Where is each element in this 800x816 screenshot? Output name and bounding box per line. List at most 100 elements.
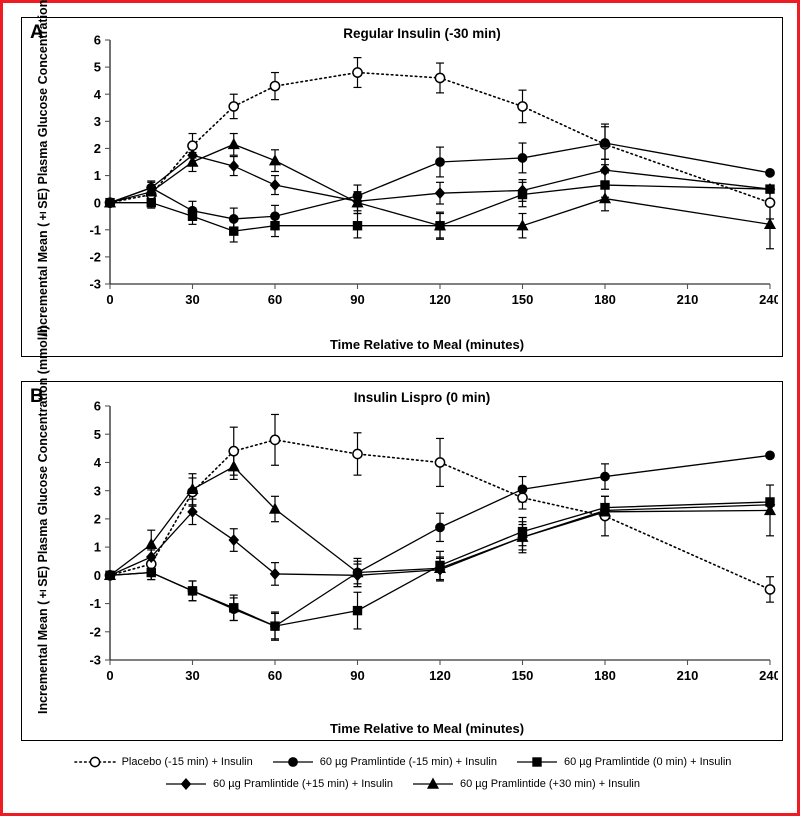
data-point [145, 185, 158, 197]
data-point [765, 450, 775, 461]
data-point [227, 137, 240, 150]
x-tick-label: 180 [594, 668, 616, 683]
legend-item[interactable]: 60 µg Pramlintide (+15 min) + Insulin [164, 777, 393, 791]
panel-a-y-axis-label: Incremental Mean (±SE) Plasma Glucose Co… [36, 0, 50, 336]
data-point [517, 492, 528, 504]
data-point [228, 534, 240, 547]
y-tick-label: 3 [94, 483, 101, 498]
x-tick-label: 120 [429, 668, 451, 683]
panel-b-title: Insulin Lispro (0 min) [353, 390, 491, 405]
x-tick-label: 240 [759, 292, 778, 307]
legend-item[interactable]: 60 µg Pramlintide (+30 min) + Insulin [411, 777, 640, 791]
series-line-2 [109, 501, 771, 627]
data-point [433, 219, 447, 231]
data-point [268, 502, 282, 514]
legend-item-label: 60 µg Pramlintide (-15 min) + Insulin [319, 756, 497, 768]
data-point [269, 434, 281, 446]
data-point [145, 551, 157, 563]
legend-item[interactable]: 60 µg Pramlintide (0 min) + Insulin [515, 755, 731, 769]
data-point [435, 157, 445, 167]
series-markers-4 [103, 137, 777, 231]
y-tick-label: 0 [94, 195, 101, 210]
series-errorbars-4 [147, 453, 774, 585]
series-line-1 [109, 142, 771, 220]
series-line-3 [109, 154, 771, 204]
data-point [434, 72, 446, 84]
data-point [269, 567, 281, 580]
x-tick-label: 150 [512, 292, 534, 307]
legend-item[interactable]: Placebo (-15 min) + Insulin [73, 755, 253, 769]
data-point [764, 197, 776, 209]
panel-b: B Insulin Lispro (0 min) Incremental Mea… [21, 326, 783, 741]
panel-b-letter: B [30, 386, 44, 407]
y-tick-label: -3 [89, 653, 101, 668]
legend-marker [426, 777, 440, 789]
y-tick-label: 3 [94, 114, 101, 129]
legend-item-label: 60 µg Pramlintide (+15 min) + Insulin [213, 778, 393, 790]
data-point [517, 184, 528, 197]
legend-item[interactable]: 60 µg Pramlintide (-15 min) + Insulin [271, 755, 497, 769]
data-point [187, 211, 198, 221]
x-tick-label: 30 [185, 668, 199, 683]
data-point [229, 603, 239, 613]
y-tick-label: 2 [94, 511, 101, 526]
data-point [227, 460, 240, 472]
y-tick-label: 5 [94, 427, 101, 442]
data-point [517, 484, 528, 495]
y-tick-label: 6 [94, 399, 101, 414]
legend-item-label: Placebo (-15 min) + Insulin [121, 756, 253, 768]
data-point [228, 214, 239, 224]
x-tick-label: 210 [677, 668, 699, 683]
y-tick-label: 4 [94, 455, 102, 470]
data-point [763, 503, 777, 516]
data-point [146, 567, 156, 578]
x-tick-label: 180 [594, 292, 616, 307]
data-point [229, 226, 239, 236]
legend-swatch-filled-square [516, 757, 557, 767]
data-point [434, 187, 446, 200]
series-line-0 [109, 71, 771, 204]
x-tick-label: 90 [350, 668, 364, 683]
data-point [187, 505, 198, 518]
legend-item-label: 60 µg Pramlintide (+30 min) + Insulin [460, 778, 640, 790]
data-point [763, 217, 777, 230]
y-tick-label: 5 [94, 60, 101, 75]
series-line-2 [110, 184, 771, 232]
data-point [228, 445, 240, 457]
data-point [228, 160, 240, 173]
legend-swatch-filled-circle [272, 757, 313, 767]
series-errorbars-3 [147, 498, 527, 588]
panel-b-x-axis-label: Time Relative to Meal (minutes) [329, 721, 525, 736]
data-point [517, 101, 528, 112]
y-tick-label: -1 [89, 596, 101, 611]
legend-marker [89, 756, 100, 768]
data-point [516, 530, 529, 542]
x-tick-label: 0 [106, 668, 113, 683]
data-point [270, 621, 280, 631]
legend: Placebo (-15 min) + Insulin 60 µg Pramlin… [21, 751, 783, 805]
y-tick-label: 6 [94, 33, 101, 48]
data-point [598, 192, 612, 204]
panel-a-title: Regular Insulin (-30 min) [343, 26, 501, 41]
data-point [765, 167, 775, 178]
legend-swatch-filled-diamond [166, 778, 207, 790]
panel-a: A Regular Insulin (-30 min) Incremental … [21, 0, 783, 357]
y-tick-label: -3 [89, 277, 101, 292]
series-line-4 [109, 465, 771, 576]
data-point [146, 197, 156, 208]
data-point [187, 586, 198, 596]
data-point [352, 221, 363, 231]
series-errorbars-1 [147, 463, 609, 640]
y-tick-label: -2 [89, 624, 101, 639]
data-point [103, 196, 117, 208]
series-errorbars-3 [147, 145, 609, 212]
data-point [598, 505, 612, 517]
series-markers-4 [103, 460, 777, 581]
data-point [351, 196, 364, 208]
data-point [764, 584, 776, 595]
data-point [351, 566, 364, 578]
data-point [599, 164, 611, 177]
